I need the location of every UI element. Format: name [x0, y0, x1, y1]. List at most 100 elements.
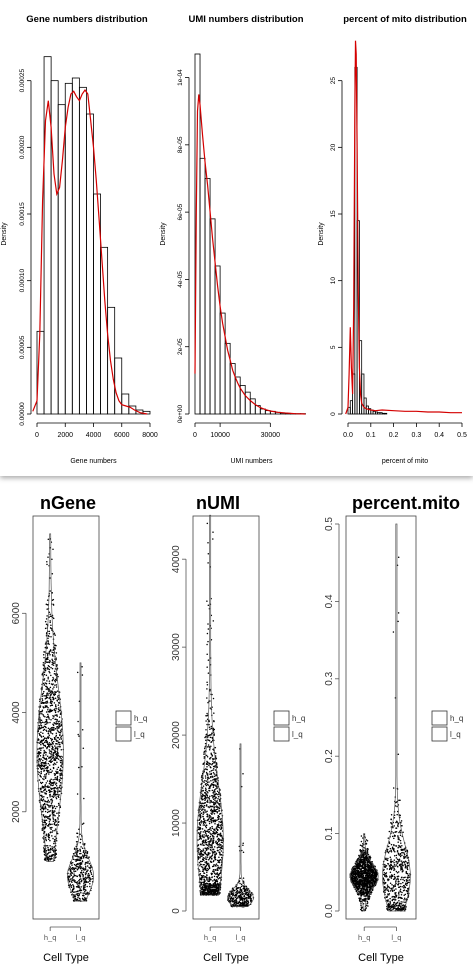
data-point	[366, 886, 368, 888]
data-point	[56, 806, 58, 808]
data-point	[45, 837, 47, 839]
data-point	[45, 835, 47, 837]
data-point	[50, 759, 52, 761]
data-point	[357, 878, 359, 880]
data-point	[47, 678, 49, 680]
data-point	[61, 749, 63, 751]
data-point	[247, 892, 249, 894]
data-point	[248, 894, 250, 896]
data-point	[48, 539, 50, 541]
data-point	[220, 859, 222, 861]
data-point	[60, 737, 62, 739]
data-point	[53, 851, 55, 853]
data-point	[356, 870, 358, 872]
y-tick-label: 10000	[171, 809, 182, 837]
data-point	[232, 898, 234, 900]
data-point	[40, 758, 42, 760]
data-point	[58, 707, 60, 709]
data-point	[52, 838, 54, 840]
data-point	[48, 825, 50, 827]
data-point	[56, 719, 58, 721]
data-point	[40, 749, 42, 751]
x-tick-label: 0.4	[434, 432, 444, 439]
data-point	[211, 795, 213, 797]
data-point	[78, 735, 80, 737]
data-point	[72, 891, 74, 893]
data-point	[215, 796, 217, 798]
data-point	[53, 752, 55, 754]
data-point	[206, 849, 208, 851]
data-point	[204, 847, 206, 849]
data-point	[83, 878, 85, 880]
data-point	[46, 820, 48, 822]
data-point	[218, 874, 220, 876]
data-point	[71, 864, 73, 866]
data-point	[82, 854, 84, 856]
data-point	[41, 783, 43, 785]
data-point	[243, 896, 245, 898]
data-point	[207, 856, 209, 858]
data-point	[48, 691, 50, 693]
data-point	[200, 864, 202, 866]
violin-h_q	[350, 834, 379, 912]
data-point	[46, 680, 48, 682]
data-point	[57, 711, 59, 713]
data-point	[41, 791, 43, 793]
data-point	[360, 901, 362, 903]
x-tick-label: l_q	[236, 933, 246, 942]
data-point	[48, 786, 50, 788]
data-point	[202, 796, 204, 798]
data-point	[80, 868, 82, 870]
data-point	[58, 767, 60, 769]
data-point	[212, 761, 214, 763]
data-point	[241, 886, 243, 888]
data-point	[45, 752, 47, 754]
data-point	[213, 796, 215, 798]
data-point	[206, 654, 208, 656]
data-point	[203, 850, 205, 852]
data-point	[199, 811, 201, 813]
data-point	[201, 775, 203, 777]
data-point	[233, 904, 235, 906]
data-point	[43, 796, 45, 798]
data-point	[83, 867, 85, 869]
data-point	[203, 753, 205, 755]
data-point	[245, 893, 247, 895]
data-point	[220, 873, 222, 875]
data-point	[213, 720, 215, 722]
data-point	[234, 900, 236, 902]
data-point	[221, 826, 223, 828]
data-point	[205, 831, 207, 833]
data-point	[359, 861, 361, 863]
data-point	[214, 873, 216, 875]
data-point	[209, 885, 211, 887]
data-point	[82, 847, 84, 849]
data-point	[208, 659, 210, 661]
data-point	[359, 899, 361, 901]
data-point	[80, 853, 82, 855]
data-point	[56, 761, 58, 763]
data-point	[47, 638, 49, 640]
data-point	[48, 733, 50, 735]
data-point	[49, 818, 51, 820]
data-point	[42, 714, 44, 716]
data-point	[204, 737, 206, 739]
data-point	[361, 856, 363, 858]
data-point	[55, 657, 57, 659]
data-point	[240, 894, 242, 896]
data-point	[40, 773, 42, 775]
data-point	[206, 766, 208, 768]
data-point	[45, 774, 47, 776]
data-point	[218, 840, 220, 842]
histogram-bar	[245, 392, 250, 414]
data-point	[366, 863, 368, 865]
data-point	[42, 743, 44, 745]
data-point	[55, 679, 57, 681]
data-point	[45, 754, 47, 756]
data-point	[57, 751, 59, 753]
data-point	[213, 798, 215, 800]
data-point	[56, 785, 58, 787]
data-point	[210, 840, 212, 842]
data-point	[53, 794, 55, 796]
data-point	[218, 878, 220, 880]
